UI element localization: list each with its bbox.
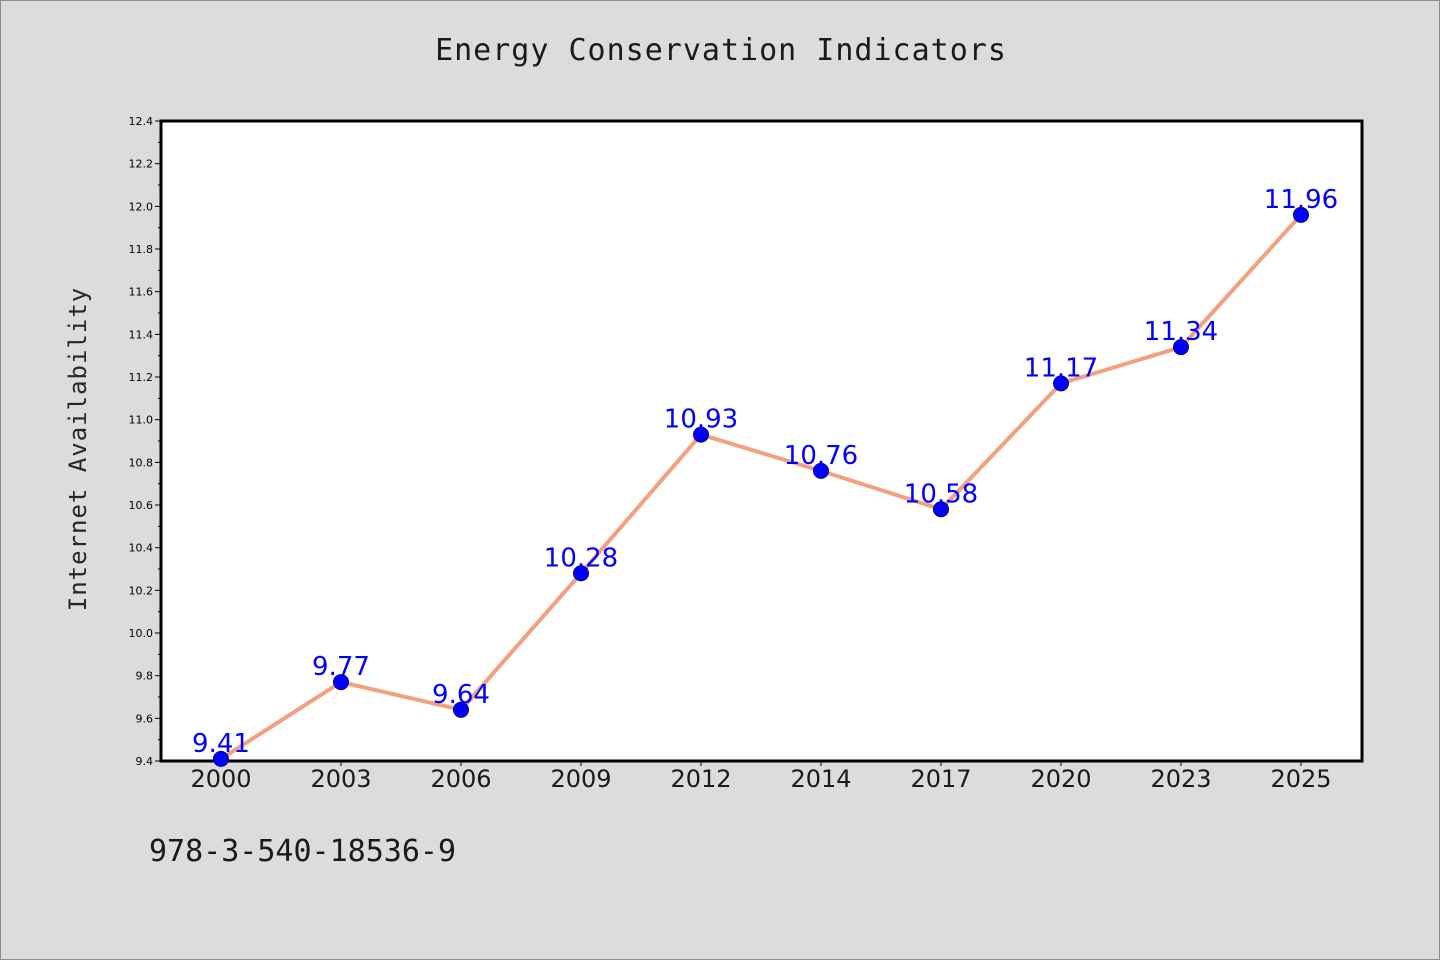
data-point xyxy=(453,701,469,718)
y-tick-label: 11.6 xyxy=(129,286,154,299)
y-tick-label: 12.0 xyxy=(129,200,154,213)
y-tick-label: 9.8 xyxy=(136,670,154,683)
y-tick-label: 11.4 xyxy=(129,328,154,341)
x-tick-label: 2020 xyxy=(1030,765,1091,793)
data-point xyxy=(1293,206,1309,223)
y-tick-label: 9.6 xyxy=(136,712,154,725)
data-label: 9.64 xyxy=(432,680,490,710)
x-tick-label: 2003 xyxy=(310,765,371,793)
y-tick-label: 10.6 xyxy=(129,499,154,512)
x-tick-label: 2006 xyxy=(430,765,491,793)
x-tick-label: 2012 xyxy=(670,765,731,793)
data-point xyxy=(213,750,229,767)
data-label: 11.34 xyxy=(1144,317,1218,347)
footer-code: 978-3-540-18536-9 xyxy=(149,834,457,869)
data-label: 11.17 xyxy=(1024,353,1098,383)
series-line-group xyxy=(219,213,1303,761)
data-points xyxy=(213,206,1309,767)
y-axis: 9.4 9.6 9.8 10.0 10.2 10.4 10.6 10.8 11.0 11.2 11.… xyxy=(129,115,161,768)
y-tick-label: 12.2 xyxy=(129,158,154,171)
data-label: 10.58 xyxy=(904,479,978,509)
data-label: 9.41 xyxy=(192,729,250,759)
data-point xyxy=(573,565,589,582)
x-tick-label: 2025 xyxy=(1270,765,1331,793)
series-line xyxy=(219,213,1303,761)
x-tick-label: 2014 xyxy=(790,765,851,793)
data-point xyxy=(1173,339,1189,356)
y-tick-label: 11.8 xyxy=(129,243,154,256)
data-point xyxy=(933,501,949,518)
data-point xyxy=(813,462,829,479)
data-label: 10.28 xyxy=(544,543,618,573)
chart-title: Energy Conservation Indicators xyxy=(435,33,1007,68)
data-label: 9.77 xyxy=(312,652,370,682)
y-tick-label: 10.8 xyxy=(129,456,154,469)
y-tick-label: 10.2 xyxy=(129,584,154,597)
y-axis-label: Internet Availability xyxy=(64,287,92,611)
x-tick-label: 2000 xyxy=(190,765,251,793)
x-tick-label: 2023 xyxy=(1150,765,1211,793)
y-tick-label: 12.4 xyxy=(129,115,154,128)
data-point xyxy=(333,674,349,691)
data-label: 10.76 xyxy=(784,441,858,471)
y-tick-label: 11.0 xyxy=(129,414,154,427)
data-point xyxy=(1053,375,1069,392)
plot-area xyxy=(159,119,1364,763)
x-tick-label: 2009 xyxy=(550,765,611,793)
y-tick-label: 10.4 xyxy=(129,542,154,555)
y-tick-label: 11.2 xyxy=(129,371,154,384)
y-tick-label: 9.4 xyxy=(136,755,154,768)
x-axis: 2000 2003 2006 2009 2012 2014 2017 2020 2023 2025 xyxy=(190,761,1332,793)
data-labels: 9.41 9.77 9.64 10.28 10.93 10.76 10.58 11.17 11.… xyxy=(192,185,1338,759)
data-label: 11.96 xyxy=(1264,185,1338,215)
x-tick-label: 2017 xyxy=(910,765,971,793)
data-point xyxy=(693,426,709,443)
data-label: 10.93 xyxy=(664,405,738,435)
y-tick-label: 10.0 xyxy=(129,627,154,640)
